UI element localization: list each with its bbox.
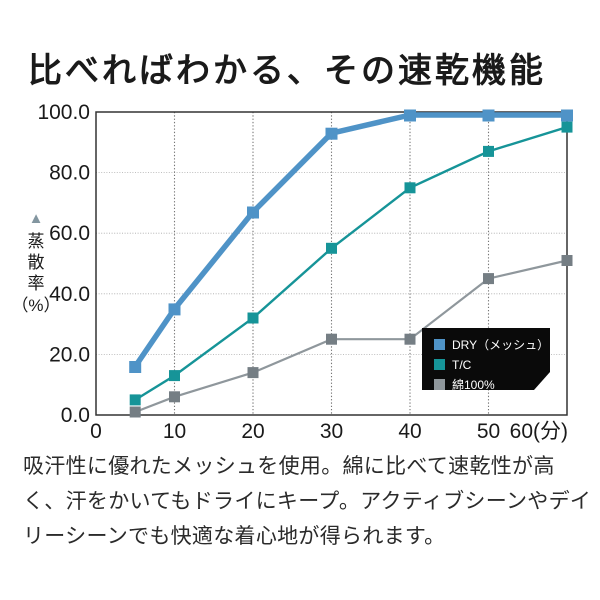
- svg-text:80.0: 80.0: [49, 162, 90, 185]
- svg-text:散: 散: [28, 253, 45, 272]
- svg-text:100.0: 100.0: [37, 101, 90, 124]
- svg-text:DRY（メッシュ）: DRY（メッシュ）: [452, 338, 549, 352]
- svg-text:30: 30: [320, 420, 343, 443]
- svg-text:率: 率: [28, 274, 45, 293]
- svg-text:（%）: （%）: [11, 296, 60, 315]
- svg-text:0.0: 0.0: [61, 404, 90, 427]
- svg-text:10: 10: [163, 420, 186, 443]
- svg-text:40: 40: [398, 420, 421, 443]
- svg-text:綿100%: 綿100%: [452, 378, 495, 392]
- svg-text:60(分): 60(分): [510, 420, 568, 443]
- svg-text:50: 50: [477, 420, 500, 443]
- svg-text:20.0: 20.0: [49, 343, 90, 366]
- svg-text:0: 0: [90, 420, 102, 443]
- svg-text:蒸: 蒸: [28, 232, 45, 251]
- svg-text:T/C: T/C: [452, 358, 472, 372]
- svg-text:60.0: 60.0: [49, 222, 90, 245]
- svg-text:20: 20: [241, 420, 264, 443]
- svg-text:▲: ▲: [29, 210, 44, 227]
